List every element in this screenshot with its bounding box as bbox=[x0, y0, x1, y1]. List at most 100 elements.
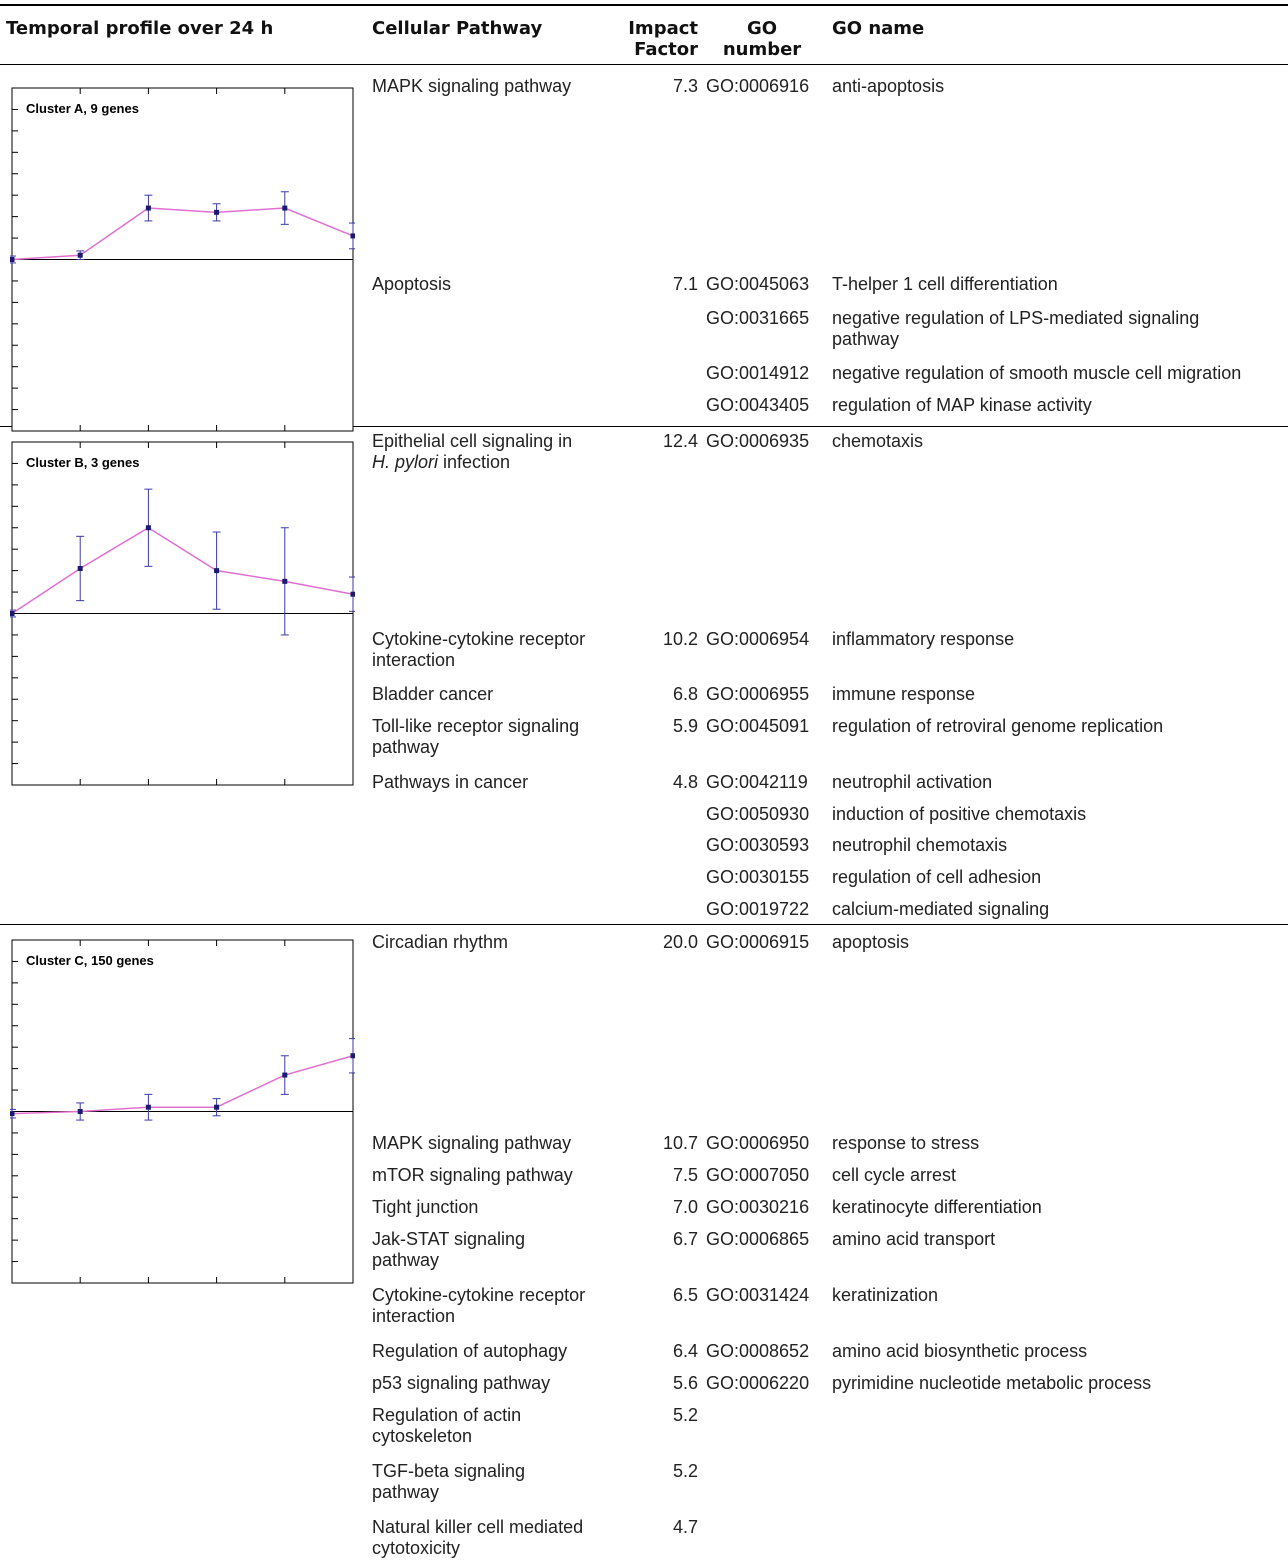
data-point bbox=[282, 578, 288, 584]
impact-factor: 6.7 bbox=[672, 1229, 698, 1249]
go-name: regulation of MAP kinase activity bbox=[832, 395, 1092, 415]
go-number: GO:0014912 bbox=[706, 363, 810, 383]
pathway-name: Natural killer cell mediated cytotoxicity bbox=[372, 1517, 584, 1558]
impact-factor: 6.5 bbox=[672, 1285, 698, 1305]
chart-title: Cluster A, 9 genes bbox=[26, 101, 139, 116]
go-name: anti-apoptosis bbox=[832, 76, 945, 96]
data-point bbox=[10, 257, 15, 262]
go-name: negative regulation of LPS-mediated sign… bbox=[832, 308, 1200, 349]
impact-factor: 4.7 bbox=[672, 1517, 698, 1537]
go-number: GO:0006935 bbox=[706, 431, 810, 451]
go-number: GO:0006955 bbox=[706, 684, 810, 704]
go-number: GO:0050930 bbox=[706, 804, 810, 824]
pathway-name: TGF-beta signaling pathway bbox=[372, 1461, 526, 1502]
cluster-c-chart: Cluster C, 150 genes bbox=[10, 938, 355, 1285]
data-point bbox=[214, 568, 220, 574]
go-name: cell cycle arrest bbox=[832, 1165, 957, 1185]
header-go-name: GO name bbox=[832, 18, 925, 39]
go-name: immune response bbox=[832, 684, 976, 704]
pathway-name: Circadian rhythm bbox=[372, 932, 509, 952]
table-top-rule bbox=[0, 4, 1288, 6]
data-point bbox=[214, 209, 220, 215]
pathway-name: Epithelial cell signaling in H. pylori in… bbox=[372, 431, 573, 472]
pathway-name: Apoptosis bbox=[372, 274, 452, 294]
cluster-b-bottom-rule bbox=[0, 924, 1288, 925]
impact-factor: 10.7 bbox=[662, 1133, 698, 1153]
go-name: keratinization bbox=[832, 1285, 939, 1305]
pathway-name: Regulation of actin cytoskeleton bbox=[372, 1405, 522, 1446]
data-point bbox=[350, 1053, 355, 1059]
impact-factor: 7.1 bbox=[672, 274, 698, 294]
go-name: neutrophil activation bbox=[832, 772, 993, 792]
series-line bbox=[11, 1055, 354, 1115]
impact-factor: 10.2 bbox=[662, 629, 698, 649]
pathway-name: Tight junction bbox=[372, 1197, 479, 1217]
chart-title: Cluster B, 3 genes bbox=[26, 455, 139, 470]
impact-factor: 5.2 bbox=[672, 1461, 698, 1481]
pathway-name: Cytokine-cytokine receptor interaction bbox=[372, 1285, 586, 1326]
impact-factor: 5.9 bbox=[672, 716, 698, 736]
go-name: amino acid transport bbox=[832, 1229, 996, 1249]
data-point bbox=[350, 233, 355, 239]
go-number: GO:0030216 bbox=[706, 1197, 810, 1217]
go-number: GO:0006865 bbox=[706, 1229, 810, 1249]
go-name: pyrimidine nucleotide metabolic process bbox=[832, 1373, 1152, 1393]
pathway-name: Toll-like receptor signaling pathway bbox=[372, 716, 580, 757]
go-name: inflammatory response bbox=[832, 629, 1015, 649]
header-go-number: GO number bbox=[722, 18, 802, 60]
data-point bbox=[282, 205, 288, 211]
go-name: T-helper 1 cell differentiation bbox=[832, 274, 1058, 294]
go-number: GO:0030593 bbox=[706, 835, 810, 855]
series-line bbox=[11, 207, 354, 261]
go-name: amino acid biosynthetic process bbox=[832, 1341, 1088, 1361]
go-name: calcium-mediated signaling bbox=[832, 899, 1050, 919]
go-number: GO:0006915 bbox=[706, 932, 810, 952]
data-point bbox=[77, 565, 83, 571]
pathway-name: Jak-STAT signaling pathway bbox=[372, 1229, 526, 1270]
impact-factor: 7.5 bbox=[672, 1165, 698, 1185]
cluster-a-chart: Cluster A, 9 genes bbox=[10, 86, 355, 433]
header-temporal-profile: Temporal profile over 24 h bbox=[6, 18, 274, 39]
impact-factor: 12.4 bbox=[662, 431, 698, 451]
go-number: GO:0045091 bbox=[706, 716, 810, 736]
go-name: negative regulation of smooth muscle cel… bbox=[832, 363, 1242, 383]
impact-factor: 7.0 bbox=[672, 1197, 698, 1217]
go-number: GO:0006950 bbox=[706, 1133, 810, 1153]
impact-factor: 4.8 bbox=[672, 772, 698, 792]
go-number: GO:0007050 bbox=[706, 1165, 810, 1185]
pathway-name: MAPK signaling pathway bbox=[372, 1133, 572, 1153]
pathway-name: p53 signaling pathway bbox=[372, 1373, 551, 1393]
data-point bbox=[282, 1072, 288, 1078]
go-number: GO:0019722 bbox=[706, 899, 810, 919]
go-name: keratinocyte differentiation bbox=[832, 1197, 1042, 1217]
go-name: induction of positive chemotaxis bbox=[832, 804, 1087, 824]
chart-title: Cluster C, 150 genes bbox=[26, 953, 154, 968]
go-number: GO:0045063 bbox=[706, 274, 810, 294]
impact-factor: 5.2 bbox=[672, 1405, 698, 1425]
impact-factor: 5.6 bbox=[672, 1373, 698, 1393]
data-point bbox=[145, 1104, 151, 1110]
data-point bbox=[10, 1111, 15, 1117]
impact-factor: 7.3 bbox=[672, 76, 698, 96]
header-rule bbox=[0, 64, 1288, 65]
go-number: GO:0008652 bbox=[706, 1341, 810, 1361]
go-name: regulation of cell adhesion bbox=[832, 867, 1042, 887]
pathway-name: MAPK signaling pathway bbox=[372, 76, 572, 96]
go-number: GO:0030155 bbox=[706, 867, 810, 887]
cluster-b-chart: Cluster B, 3 genes bbox=[10, 440, 355, 787]
go-number: GO:0031665 bbox=[706, 308, 810, 328]
go-name: regulation of retroviral genome replicat… bbox=[832, 716, 1164, 736]
impact-factor: 6.8 bbox=[672, 684, 698, 704]
header-impact-factor: Impact Factor bbox=[628, 18, 698, 60]
go-name: neutrophil chemotaxis bbox=[832, 835, 1008, 855]
go-number: GO:0043405 bbox=[706, 395, 810, 415]
data-point bbox=[145, 205, 151, 211]
data-point bbox=[145, 525, 151, 531]
pathway-name: Cytokine-cytokine receptor interaction bbox=[372, 629, 586, 670]
impact-factor: 6.4 bbox=[672, 1341, 698, 1361]
go-name: response to stress bbox=[832, 1133, 980, 1153]
data-point bbox=[10, 611, 15, 616]
series-line bbox=[11, 526, 354, 615]
data-point bbox=[77, 1109, 83, 1114]
pathway-name: Bladder cancer bbox=[372, 684, 494, 704]
